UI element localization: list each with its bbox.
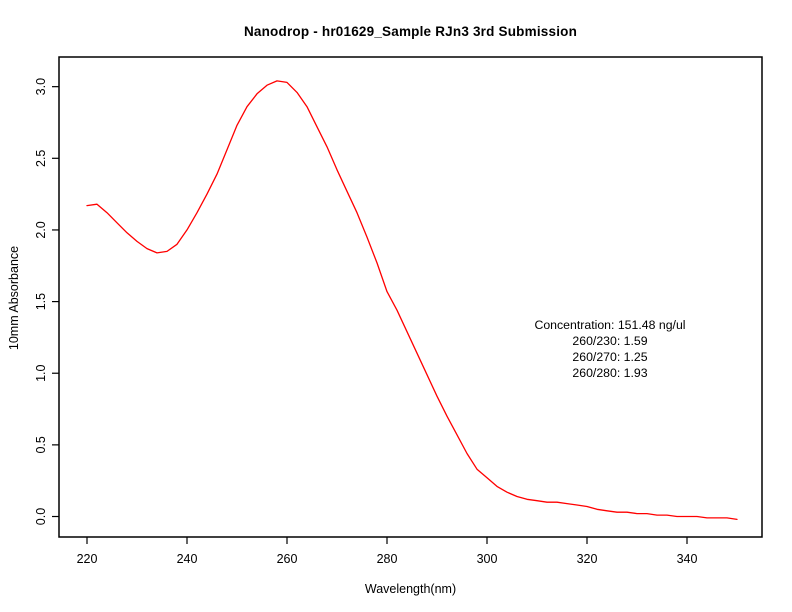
measurement-annotation: Concentration: 151.48 ng/ul 260/230: 1.5… bbox=[500, 317, 720, 381]
ratio-260-270-text: 260/270: 1.25 bbox=[572, 350, 648, 364]
x-axis-label: Wavelength(nm) bbox=[364, 582, 457, 596]
y-tick-label: 0.5 bbox=[34, 436, 48, 453]
spectrum-line bbox=[86, 80, 738, 521]
y-tick-label: 2.5 bbox=[34, 150, 48, 167]
x-tick-label: 220 bbox=[77, 552, 98, 566]
chart-title: Nanodrop - hr01629_Sample RJn3 3rd Submi… bbox=[243, 24, 578, 39]
y-tick-label: 1.5 bbox=[34, 293, 48, 310]
x-tick-label: 320 bbox=[577, 552, 598, 566]
ratio-260-280-text: 260/280: 1.93 bbox=[572, 366, 648, 380]
y-tick-label: 1.0 bbox=[34, 364, 48, 381]
x-tick-label: 300 bbox=[477, 552, 498, 566]
x-tick-label: 340 bbox=[677, 552, 698, 566]
y-tick-label: 3.0 bbox=[34, 78, 48, 95]
y-tick-label: 0.0 bbox=[34, 508, 48, 525]
x-tick-label: 260 bbox=[277, 552, 298, 566]
y-tick-label: 2.0 bbox=[34, 221, 48, 238]
plot-border bbox=[58, 56, 763, 538]
ratio-260-230-text: 260/230: 1.59 bbox=[572, 334, 648, 348]
x-tick-label: 280 bbox=[377, 552, 398, 566]
concentration-text: Concentration: 151.48 ng/ul bbox=[534, 318, 686, 332]
x-tick-label: 240 bbox=[177, 552, 198, 566]
y-axis-label: 10mm Absorbance bbox=[7, 245, 21, 351]
